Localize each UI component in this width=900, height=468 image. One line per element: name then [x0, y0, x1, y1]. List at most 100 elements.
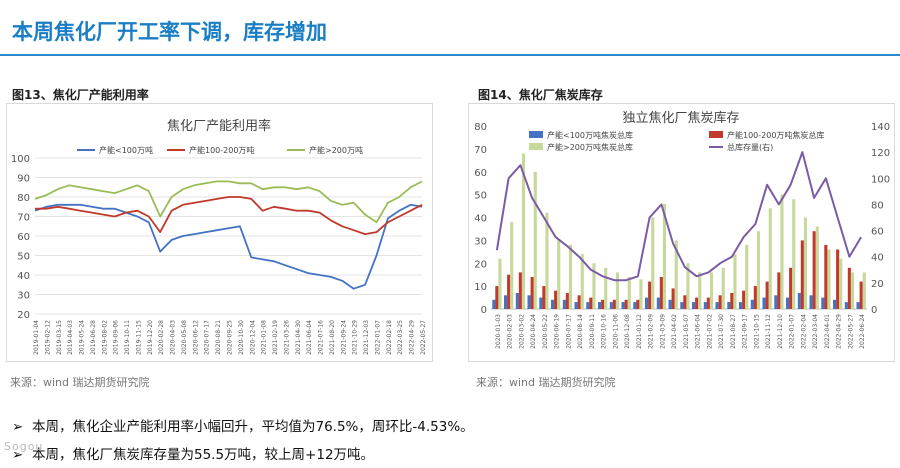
- y-tick-label: 50: [474, 191, 487, 202]
- y-tick-label: 40: [17, 271, 30, 282]
- x-tick-label: 2020-09-25: [227, 320, 234, 355]
- x-tick-label: 2022-04-29: [836, 314, 843, 349]
- bar: [812, 231, 816, 309]
- y-tick-label: 60: [17, 232, 30, 243]
- x-tick-label: 2022-03-04: [812, 314, 819, 349]
- x-tick-label: 2022-02-18: [386, 320, 393, 355]
- bar: [862, 272, 866, 309]
- x-tick-label: 2021-06-04: [306, 320, 313, 355]
- bar: [733, 254, 737, 309]
- bar: [780, 194, 784, 309]
- bar: [510, 222, 514, 309]
- x-tick-label: 2021-09-24: [340, 320, 347, 355]
- figure-13-caption: 图13、焦化厂产能利用率: [12, 88, 149, 102]
- bar: [495, 286, 499, 309]
- bar: [683, 295, 687, 309]
- x-tick-label: 2020-12-04: [249, 320, 256, 355]
- x-tick-label: 2021-08-27: [730, 314, 737, 349]
- y2-tick-label: 80: [871, 200, 884, 211]
- x-tick-label: 2019-09-06: [113, 320, 120, 355]
- y-tick-label: 20: [474, 259, 487, 270]
- y-tick-label: 80: [474, 122, 487, 133]
- bar: [706, 297, 710, 309]
- bar: [774, 295, 778, 309]
- arrow-bullet-icon: ➢: [12, 447, 24, 463]
- bar: [715, 302, 719, 309]
- bar: [627, 277, 631, 309]
- bar: [709, 272, 713, 309]
- x-tick-label: 2021-08-20: [329, 320, 336, 355]
- bar: [739, 302, 743, 309]
- bar: [662, 203, 666, 309]
- legend-swatch: [529, 131, 543, 138]
- chart-13-panel: 焦化厂产能利用率 20 30 40 50 60 70 80 90 100 2019-01-04 201…: [6, 103, 433, 362]
- legend-label: 产能>200万吨焦炭总库: [547, 142, 633, 152]
- bullet-1-text: 本周，焦化企业产能利用率小幅回升，平均值为76.5%，周环比-4.53%。: [32, 419, 474, 435]
- title-divider: [0, 54, 900, 56]
- x-tick-label: 2022-04-01: [824, 314, 831, 349]
- bar: [601, 299, 605, 309]
- bar: [859, 281, 863, 309]
- x-tick-label: 2021-07-16: [318, 320, 325, 355]
- bar: [557, 240, 561, 309]
- y2-tick-label: 0: [871, 305, 877, 316]
- y-tick-label: 20: [17, 310, 30, 321]
- bar: [695, 297, 699, 309]
- legend-label: 产能<100万吨焦炭总库: [547, 130, 633, 140]
- bar: [504, 295, 508, 309]
- bar: [565, 293, 569, 309]
- x-tick-label: 2020-05-08: [181, 320, 188, 355]
- bar: [686, 263, 690, 310]
- bar: [762, 297, 766, 309]
- x-tick-label: 2020-02-28: [158, 320, 165, 355]
- legend-label: 产能100-200万吨: [189, 145, 254, 155]
- legend-label: 总库存量(右): [727, 142, 773, 152]
- chart-title: 独立焦化厂焦炭库存: [622, 110, 739, 126]
- x-tick-label: 2020-10-30: [238, 320, 245, 355]
- bar: [674, 240, 678, 309]
- bar: [621, 302, 625, 309]
- inventory-bar-chart: 独立焦化厂焦炭库存 0 10 20 30 40 50 60 70 80 0 20 40 60 80 100 12…: [474, 110, 890, 349]
- x-tick-label: 2022-03-25: [397, 320, 404, 355]
- y2-tick-label: 40: [871, 253, 884, 264]
- figure-14-source: 来源：wind 瑞达期货研究院: [476, 376, 616, 389]
- bullet-2-text: 本周，焦化厂焦炭库存量为55.5万吨，较上周+12万吨。: [32, 447, 375, 463]
- x-tick-label: 2021-01-12: [636, 314, 643, 349]
- bar: [836, 249, 840, 309]
- x-tick-label: 2021-03-26: [283, 320, 290, 355]
- x-tick-label: 2019-05-24: [79, 320, 86, 355]
- bar: [671, 288, 675, 309]
- bar: [639, 279, 643, 309]
- bar: [589, 297, 593, 309]
- bar: [745, 244, 749, 309]
- x-tick-label: 2020-08-21: [215, 320, 222, 355]
- y2-tick-label: 100: [871, 174, 890, 185]
- bar: [792, 199, 796, 309]
- bar: [730, 293, 734, 309]
- bar: [803, 217, 807, 309]
- x-tick-label: 2021-09-17: [742, 314, 749, 349]
- bar: [498, 258, 502, 309]
- x-tick-label: 2022-04-29: [409, 320, 416, 355]
- x-tick-label: 2021-04-02: [671, 314, 678, 349]
- x-tick-label: 2020-01-03: [495, 314, 502, 349]
- x-tick-label: 2019-10-11: [124, 320, 131, 355]
- x-tick-label: 2020-03-02: [518, 314, 525, 349]
- x-tick-label: 2020-05-22: [542, 314, 549, 349]
- bar: [521, 153, 525, 309]
- y-tick-label: 70: [474, 145, 487, 156]
- bar: [756, 231, 760, 309]
- x-tick-label: 2020-07-17: [565, 314, 572, 349]
- bar: [721, 267, 725, 309]
- bar: [539, 297, 543, 309]
- watermark-logo: Sogou: [4, 440, 44, 453]
- x-tick-label: 2020-11-06: [612, 314, 619, 349]
- x-tick-label: 2021-02-09: [648, 314, 655, 349]
- legend-label: 产能100-200万吨焦炭总库: [727, 130, 824, 140]
- bar: [789, 267, 793, 309]
- x-tick-label: 2021-10-15: [753, 314, 760, 349]
- legend-swatch: [529, 143, 543, 150]
- bar: [768, 208, 772, 309]
- bar: [645, 297, 649, 309]
- bar: [598, 302, 602, 309]
